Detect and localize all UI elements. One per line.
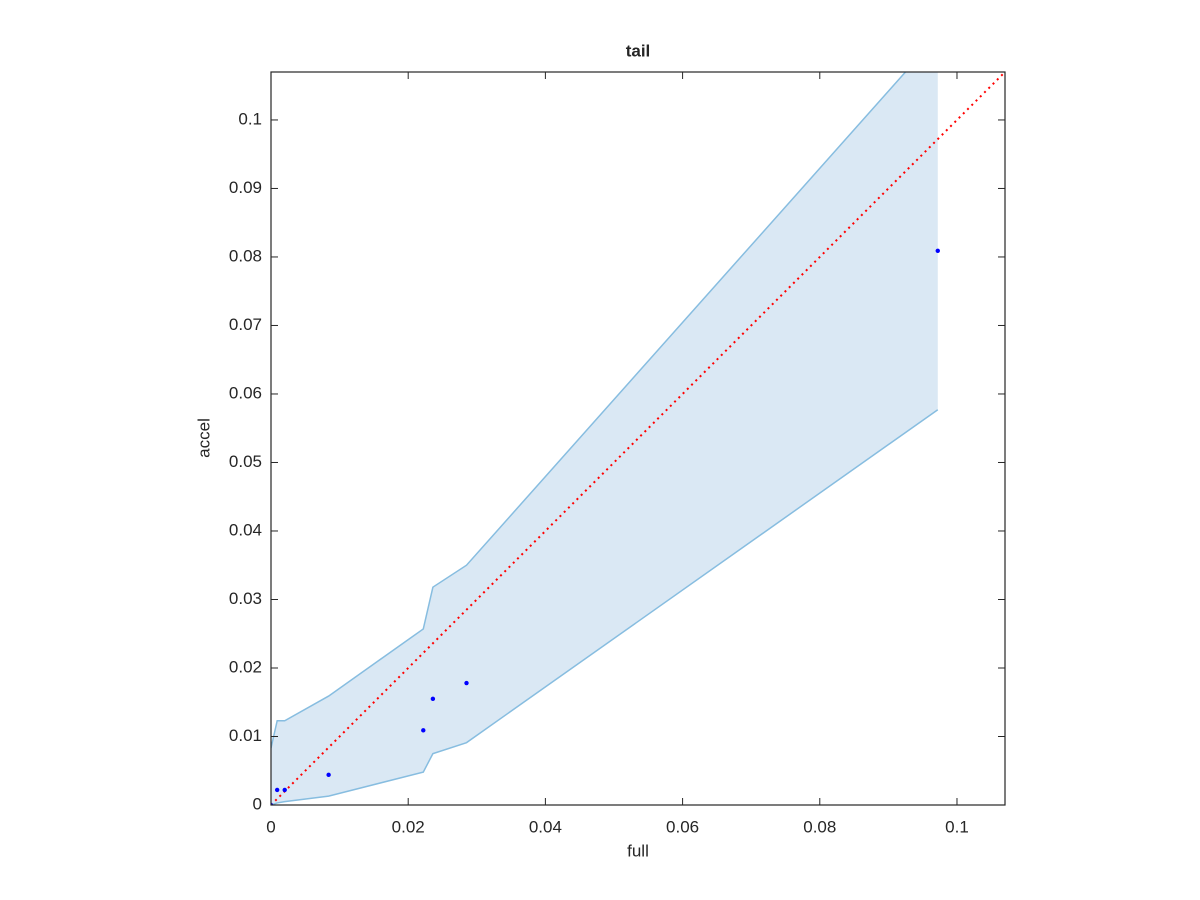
point xyxy=(464,680,469,686)
axes-box xyxy=(270,71,1006,806)
band-upper xyxy=(271,72,907,749)
x-tick-label: 0.1 xyxy=(945,817,969,836)
y-tick-label: 0.02 xyxy=(229,657,262,676)
x-tick-label: 0.02 xyxy=(392,817,425,836)
x-tick-label: 0.04 xyxy=(529,817,562,836)
y-tick-label: 0.08 xyxy=(229,246,262,265)
y-tick-label: 0 xyxy=(253,794,262,813)
point xyxy=(326,772,331,778)
point xyxy=(282,787,287,793)
x-tick-label: 0.08 xyxy=(803,817,836,836)
chart-title: tail xyxy=(626,41,651,60)
point xyxy=(421,728,426,733)
y-tick-label: 0.06 xyxy=(229,383,262,402)
y-tick-label: 0.1 xyxy=(238,109,262,128)
reference-line xyxy=(271,72,1005,805)
y-tick-label: 0.01 xyxy=(229,726,262,745)
y-tick-label: 0.05 xyxy=(229,452,262,471)
y-axis-label: accel xyxy=(194,418,213,458)
point xyxy=(274,787,280,793)
band-lower xyxy=(271,409,939,805)
y-tick-label: 0.09 xyxy=(229,178,262,197)
y-tick-label: 0.07 xyxy=(229,315,262,334)
band-fill xyxy=(271,72,938,805)
point xyxy=(430,696,436,702)
x-tick-label: 0.06 xyxy=(666,817,699,836)
y-tick-label: 0.04 xyxy=(229,520,262,539)
plot-area xyxy=(271,72,1005,805)
y-tick-label: 0.03 xyxy=(229,589,262,608)
x-axis-label: full xyxy=(627,841,649,860)
x-tick-label: 0 xyxy=(266,817,275,836)
point xyxy=(935,248,940,253)
axes: 0 0.02 0.04 0.06 0.08 0.1 0 0.01 0.02 0.03 0.04 0.0… xyxy=(229,71,1006,836)
